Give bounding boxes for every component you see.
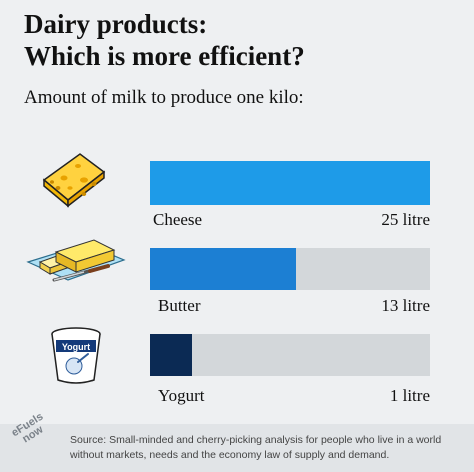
bar-value-cheese: 25 litre (381, 210, 430, 229)
bar-butter (150, 248, 296, 290)
bar-label-yogurt: Yogurt (158, 386, 205, 405)
bar-value-yogurt: 1 litre (389, 386, 430, 405)
footer (0, 424, 474, 472)
cheese-icon (42, 153, 106, 208)
bar-track-butter (150, 248, 430, 290)
page-title: Dairy products: Which is more efficient? (24, 8, 305, 72)
source-note: Source: Small-minded and cherry-picking … (70, 434, 442, 461)
butter-icon (26, 239, 126, 282)
bar-track-yogurt (150, 334, 430, 376)
title-line-2: Which is more efficient? (24, 41, 305, 71)
bar-cheese (150, 161, 430, 205)
bar-yogurt (150, 334, 192, 376)
bar-track-cheese (150, 161, 430, 205)
title-line-1: Dairy products: (24, 9, 208, 39)
yogurt-icon: Yogurt (51, 327, 101, 384)
chart-subtitle: Amount of milk to produce one kilo: (24, 87, 304, 108)
bar-label-cheese: Cheese (153, 210, 203, 229)
bar-value-butter: 13 litre (381, 296, 430, 315)
bar-label-butter: Butter (158, 296, 201, 315)
yogurt-cup-label: Yogurt (62, 342, 90, 352)
